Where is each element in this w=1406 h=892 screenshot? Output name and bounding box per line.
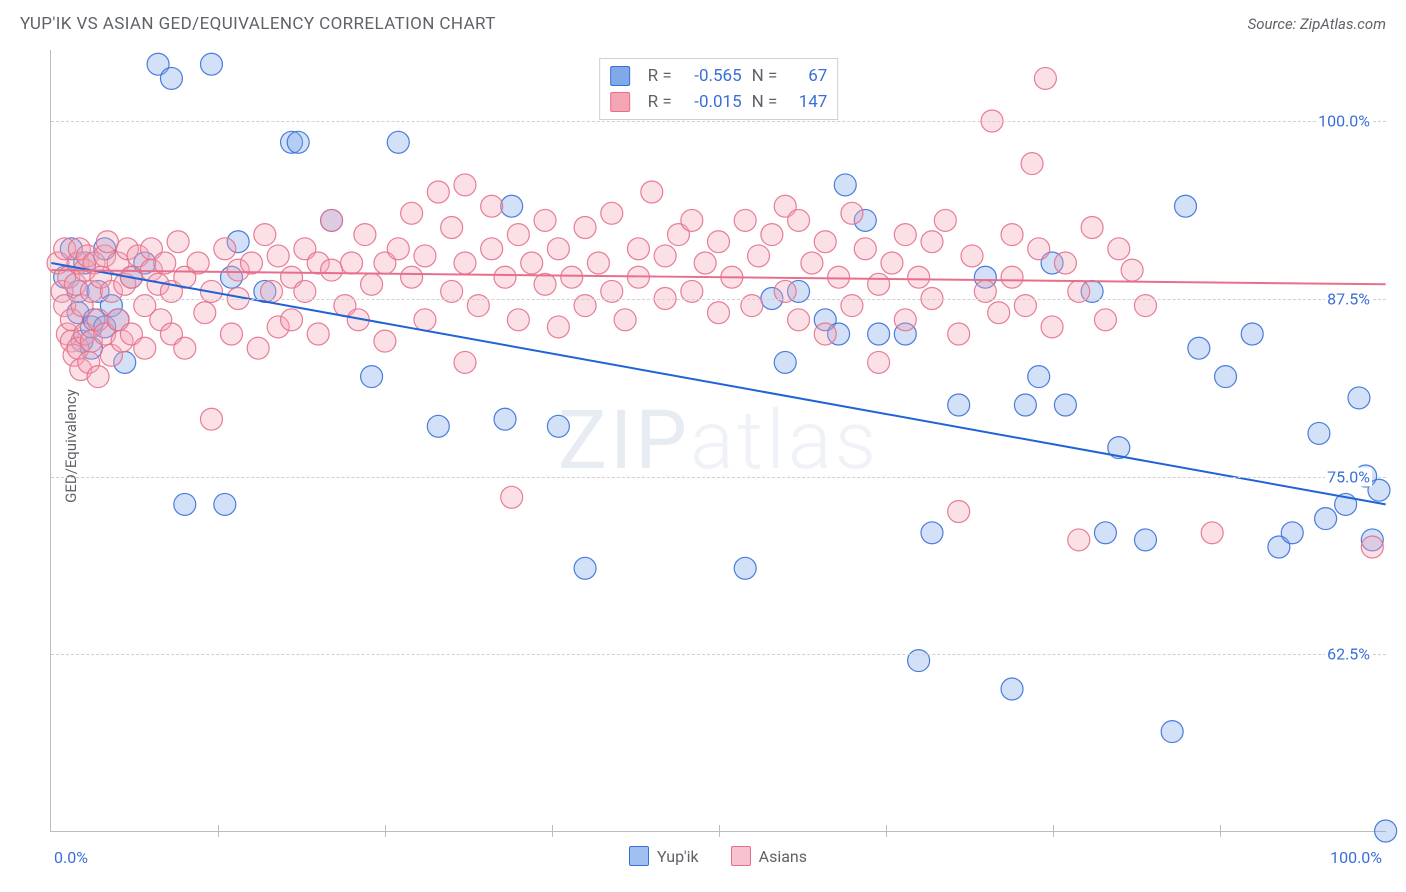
legend-item-yupik: Yup'ik [629, 846, 699, 866]
y-tick-label: 75.0% [1325, 467, 1372, 486]
n-label: N = [752, 63, 778, 89]
x-axis-row: 0.0% Yup'ik Asians 100.0% [50, 842, 1386, 882]
stats-row-asians: R = -0.015 N = 147 [610, 89, 828, 115]
y-tick-label: 62.5% [1325, 645, 1372, 664]
r-label: R = [648, 63, 672, 89]
n-value-yupik: 67 [787, 63, 827, 89]
chart-title: YUP'IK VS ASIAN GED/EQUIVALENCY CORRELAT… [20, 14, 496, 34]
r-label: R = [648, 89, 672, 115]
legend-label: Yup'ik [657, 847, 699, 866]
stats-legend: R = -0.565 N = 67 R = -0.015 N = 147 [599, 58, 839, 120]
r-value-asians: -0.015 [682, 89, 742, 115]
n-value-asians: 147 [787, 89, 827, 115]
legend-swatch-asians [610, 92, 630, 112]
correlation-chart-page: YUP'IK VS ASIAN GED/EQUIVALENCY CORRELAT… [0, 0, 1406, 892]
legend-swatch-yupik [610, 66, 630, 86]
chart-header: YUP'IK VS ASIAN GED/EQUIVALENCY CORRELAT… [20, 14, 1386, 34]
x-tick [552, 825, 553, 837]
legend-item-asians: Asians [731, 846, 807, 866]
y-tick-label: 87.5% [1325, 289, 1372, 308]
plot-area: ZIPatlas R = -0.565 N = 67 R = -0.015 N … [50, 50, 1386, 832]
x-max-label: 100.0% [1330, 848, 1382, 867]
x-tick [385, 825, 386, 837]
x-tick [1220, 825, 1221, 837]
gridline [51, 654, 1386, 655]
x-tick [218, 825, 219, 837]
legend-label: Asians [759, 847, 807, 866]
gridline [51, 477, 1386, 478]
n-label: N = [752, 89, 778, 115]
gridline [51, 121, 1386, 122]
legend-swatch-icon [731, 846, 751, 866]
stats-row-yupik: R = -0.565 N = 67 [610, 63, 828, 89]
gridline [51, 299, 1386, 300]
y-tick-label: 100.0% [1316, 112, 1372, 131]
bottom-legend: Yup'ik Asians [50, 846, 1386, 870]
x-tick [886, 825, 887, 837]
r-value-yupik: -0.565 [682, 63, 742, 89]
legend-swatch-icon [629, 846, 649, 866]
x-tick [719, 825, 720, 837]
chart-source: Source: ZipAtlas.com [1248, 15, 1386, 33]
x-tick [1053, 825, 1054, 837]
scatter-svg [51, 50, 1386, 831]
